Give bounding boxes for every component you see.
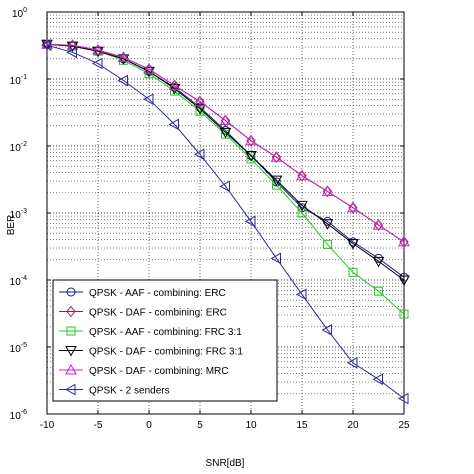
data-point: [321, 185, 334, 196]
legend-entry: QPSK - AAF - combining: FRC 3:1: [59, 326, 242, 338]
data-point: [347, 201, 359, 213]
legend-label: QPSK - DAF - combining: FRC 3:1: [89, 347, 243, 358]
data-point: [66, 41, 79, 53]
data-point: [92, 44, 104, 55]
data-point: [193, 148, 205, 161]
data-point: [66, 46, 77, 59]
data-point: [348, 267, 358, 277]
data-point: [399, 309, 409, 319]
legend-box: [52, 279, 278, 402]
data-point: [245, 151, 257, 162]
x-tick-label: 5: [197, 420, 203, 431]
data-point: [91, 57, 103, 70]
data-point: [398, 275, 410, 287]
y-axis-label: BER: [6, 215, 17, 236]
x-tick-label: 0: [146, 420, 152, 431]
data-point: [194, 104, 206, 115]
data-point: [170, 86, 179, 96]
data-point: [347, 239, 359, 250]
y-tick-label: 100: [12, 7, 27, 20]
legend-marker: [65, 363, 77, 375]
data-point: [40, 39, 52, 52]
x-tick-label: -10: [40, 420, 55, 431]
legend-entry: QPSK - DAF - combining: MRC: [59, 363, 228, 377]
data-point: [321, 219, 334, 230]
series-5: [41, 38, 410, 247]
legend-label: QPSK - AAF - combining: FRC 3:1: [89, 327, 242, 338]
legend-marker: [64, 383, 76, 396]
data-point: [398, 235, 410, 247]
grid: [47, 12, 404, 414]
legend-entry: QPSK - AAF - combining: ERC: [59, 287, 226, 299]
data-point: [168, 118, 179, 131]
x-tick-label: 20: [347, 420, 359, 431]
axis-ticks: -10 -5 0 5 10 15 20 25 100 10-1 10-2 10-3 10-4 10-5 10…: [10, 7, 410, 431]
data-point: [244, 215, 256, 228]
data-point: [374, 286, 383, 296]
data-point: [270, 175, 283, 187]
data-point: [219, 114, 232, 126]
data-point: [296, 200, 308, 212]
data-point: [142, 93, 154, 106]
data-point: [321, 324, 332, 336]
legend-marker: [65, 346, 77, 357]
legend-label: QPSK - 2 senders: [89, 386, 170, 397]
legend-entry: QPSK - 2 senders: [59, 383, 170, 397]
y-tick-label: 10-4: [10, 275, 27, 288]
legend-label: QPSK - DAF - combining: ERC: [89, 308, 227, 319]
data-point: [372, 256, 385, 268]
data-point: [117, 54, 130, 65]
legend-entry: QPSK - DAF - combining: FRC 3:1: [59, 346, 243, 358]
legend-marker: [66, 305, 76, 318]
y-tick-label: 10-2: [10, 141, 27, 154]
data-point: [117, 74, 128, 87]
y-tick-label: 10-1: [10, 74, 27, 87]
data-point: [270, 252, 281, 265]
x-axis-label: SNR[dB]: [206, 458, 245, 469]
data-point: [323, 239, 332, 249]
legend-entry: QPSK - DAF - combining: ERC: [59, 305, 227, 319]
data-point: [143, 66, 155, 78]
y-tick-label: 10-5: [10, 342, 27, 355]
data-point: [296, 169, 308, 181]
data-point: [372, 373, 383, 386]
data-point: [195, 106, 205, 116]
data-point: [168, 79, 181, 90]
data-point: [143, 63, 155, 74]
data-point: [92, 46, 104, 58]
data-point: [272, 180, 281, 190]
series-line: [46, 44, 405, 399]
data-point: [219, 180, 230, 193]
y-tick-label: 10-3: [10, 208, 27, 221]
series-line: [46, 43, 405, 243]
data-point: [346, 357, 358, 369]
x-tick-label: 10: [245, 420, 257, 431]
legend-marker: [66, 326, 76, 336]
series-line: [46, 43, 405, 281]
data-point: [117, 51, 130, 62]
data-point: [219, 127, 232, 139]
x-tick-label: 15: [296, 420, 308, 431]
data-point: [295, 288, 307, 301]
series-layer: [40, 38, 410, 405]
data-point: [297, 208, 307, 218]
data-point: [372, 219, 385, 230]
x-tick-label: 25: [398, 420, 410, 431]
data-point: [397, 392, 409, 405]
series-6: [40, 39, 409, 405]
x-tick-label: -5: [94, 420, 103, 431]
legend-label: QPSK - AAF - combining: ERC: [89, 288, 226, 299]
legend: QPSK - AAF - combining: ERC QPSK - DAF - …: [52, 279, 278, 402]
legend-label: QPSK - DAF - combining: MRC: [89, 366, 228, 377]
data-point: [118, 51, 129, 64]
data-point: [270, 151, 283, 162]
y-tick-label: 10-6: [10, 409, 27, 422]
data-point: [245, 134, 257, 146]
data-point: [194, 95, 206, 107]
legend-marker: [66, 287, 76, 297]
